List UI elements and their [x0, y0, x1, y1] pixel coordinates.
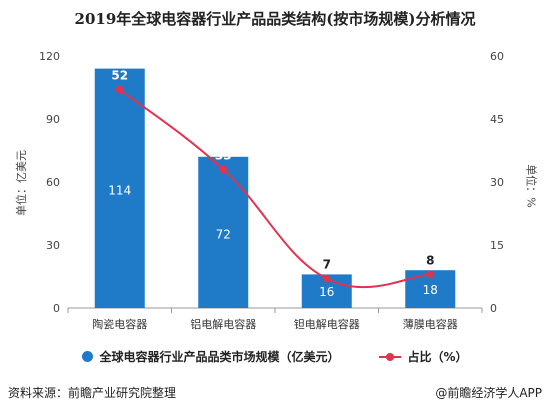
share-line	[119, 88, 431, 289]
share-point	[219, 165, 228, 174]
right-axis-label: 单位：%	[524, 164, 538, 208]
legend-item-line: 占比（%）	[379, 348, 468, 365]
share-value-label: 33	[215, 148, 232, 162]
right-tick-label: 45	[490, 113, 504, 126]
footer-brand: @前瞻经济学人APP	[435, 386, 542, 400]
left-axis-label: 单位：亿美元	[15, 150, 28, 216]
bar	[94, 68, 145, 308]
left-tick-label: 0	[53, 302, 60, 315]
bar	[198, 156, 249, 308]
share-value-label: 8	[426, 253, 434, 267]
left-tick-label: 90	[46, 113, 60, 126]
legend: 全球电容器行业产品品类市场规模（亿美元） 占比（%）	[0, 348, 550, 365]
x-tick-label: 陶瓷电容器	[92, 317, 147, 331]
share-value-label: 7	[323, 258, 331, 272]
bar-value-label: 114	[108, 183, 131, 197]
left-tick-label: 30	[46, 239, 60, 252]
right-tick-label: 30	[490, 176, 504, 189]
share-value-label: 52	[111, 69, 128, 83]
legend-line-label: 占比（%）	[407, 350, 468, 364]
legend-line-swatch	[379, 352, 402, 361]
share-point	[322, 274, 331, 283]
x-tick-label: 薄膜电容器	[403, 317, 458, 331]
right-tick-label: 15	[490, 239, 504, 252]
right-tick-label: 0	[490, 302, 497, 315]
x-tick-label: 钽电解电容器	[294, 317, 360, 331]
legend-item-bar: 全球电容器行业产品品类市场规模（亿美元）	[82, 348, 339, 365]
legend-bar-swatch	[82, 351, 94, 362]
footer-source: 资料来源：前瞻产业研究院整理	[8, 386, 177, 400]
share-point	[426, 270, 435, 279]
right-tick-label: 60	[490, 50, 504, 63]
bar-value-label: 16	[319, 285, 334, 299]
share-point	[115, 85, 124, 94]
left-tick-label: 120	[39, 50, 60, 63]
bar-value-label: 18	[423, 283, 438, 297]
chart-title: 2019年全球电容器行业产品品类结构(按市场规模)分析情况	[74, 10, 476, 28]
bar-value-label: 72	[216, 227, 231, 241]
left-tick-label: 60	[46, 176, 60, 189]
legend-bar-label: 全球电容器行业产品品类市场规模（亿美元）	[99, 350, 340, 364]
x-tick-label: 铝电解电容器	[190, 317, 256, 331]
